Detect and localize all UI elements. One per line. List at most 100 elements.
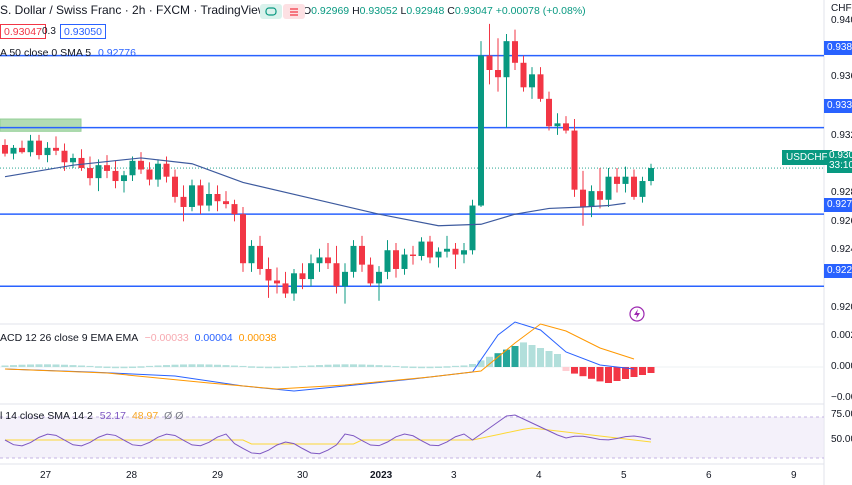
- candle-body: [563, 123, 569, 131]
- remove-indicator-button[interactable]: [283, 4, 305, 19]
- rsi-legend[interactable]: l 14 close SMA 14 2 52.17 48.97 Ø Ø: [0, 409, 183, 423]
- candle-body: [350, 245, 357, 272]
- macd-hist-bar: [290, 366, 298, 368]
- candle-body: [95, 165, 102, 179]
- candle-body: [61, 150, 68, 163]
- candle-body: [180, 196, 187, 207]
- macd-hist-bar: [367, 364, 374, 367]
- demand-zone-box: [0, 118, 82, 132]
- macd-hist-bar: [375, 365, 383, 367]
- macd-line-value: 0.00004: [194, 332, 233, 344]
- x-tick-30: 30: [297, 470, 309, 481]
- macd-hist-bar: [503, 349, 510, 367]
- candle-body: [333, 263, 340, 287]
- symbol-title[interactable]: S. Dollar / Swiss Franc · 2h · FXCM · Tr…: [0, 3, 267, 17]
- sma-title: A 50 close 0 SMA 5: [0, 47, 92, 59]
- macd-hist-bar: [358, 364, 366, 367]
- x-tick-9: 9: [791, 470, 797, 481]
- macd-hist-bar: [426, 366, 434, 369]
- ohlc-value-o: 0.92969: [311, 5, 350, 17]
- candle-body: [163, 163, 170, 177]
- x-tick-29: 29: [212, 470, 224, 481]
- macd-hist-bar: [622, 367, 629, 379]
- sell-price-button[interactable]: 0.93047: [0, 24, 46, 39]
- eye-icon: [265, 7, 277, 16]
- macd-hist-bar: [588, 367, 595, 379]
- macd-legend[interactable]: ACD 12 26 close 9 EMA EMA −0.00033 0.000…: [0, 331, 277, 345]
- candle-body: [444, 248, 450, 252]
- grid-icon: [290, 8, 298, 16]
- rsi-tick-75: 75.00: [831, 409, 852, 420]
- macd-hist-bar: [537, 348, 544, 367]
- indicator-toggle-button[interactable]: [260, 4, 282, 19]
- level-tag-0922[interactable]: 0.922: [824, 264, 852, 278]
- macd-hist-bar: [248, 366, 255, 368]
- level-tag-0933[interactable]: 0.933: [824, 99, 852, 113]
- macd-hist-bar: [409, 366, 417, 369]
- macd-hist-bar: [520, 342, 527, 367]
- price-tick-0926: 0.926: [831, 216, 852, 227]
- candle-body: [393, 250, 399, 269]
- macd-hist-bar: [307, 365, 315, 367]
- macd-tick-0002: 0.002: [831, 330, 852, 341]
- candle-body: [495, 70, 501, 78]
- macd-hist-bar: [222, 365, 230, 367]
- macd-hist-bar: [129, 366, 136, 369]
- symbol-tag: USDCHF: [782, 150, 832, 165]
- macd-hist-bar: [78, 365, 85, 367]
- macd-hist-bar: [265, 366, 272, 369]
- candle-body: [27, 140, 34, 153]
- rsi-ma-line: [5, 427, 652, 445]
- candle-body: [622, 176, 629, 184]
- price-tick-0936: 0.936: [831, 71, 852, 82]
- candle-body: [554, 123, 561, 127]
- macd-tick-neg: −0.00: [831, 392, 852, 403]
- candle-body: [248, 245, 255, 264]
- level-tag-0938[interactable]: 0.938: [824, 41, 852, 55]
- candle-body: [206, 194, 212, 206]
- macd-hist-bar: [494, 353, 502, 367]
- candle-body: [486, 55, 493, 70]
- macd-hist-bar: [528, 345, 536, 367]
- candle-body: [19, 147, 25, 153]
- candle-body: [588, 191, 595, 207]
- macd-hist-bar: [112, 366, 119, 369]
- ohlc-value-h: 0.93052: [359, 5, 398, 17]
- macd-hist-bar: [35, 364, 43, 367]
- candle-body: [597, 191, 603, 200]
- level-tag-0927[interactable]: 0.927: [824, 198, 852, 212]
- ohlc-readout: O0.92969 H0.93052 L0.92948 C0.93047 +0.0…: [303, 4, 586, 18]
- candle-body: [197, 185, 204, 206]
- candle-body: [452, 248, 459, 255]
- macd-hist-bar: [86, 365, 94, 367]
- candle-body: [231, 204, 238, 215]
- candle-body: [325, 257, 331, 264]
- sma-value: 0.92776: [97, 47, 136, 59]
- macd-hist-bar: [103, 366, 111, 369]
- candle-body: [308, 263, 314, 280]
- candle-body: [291, 273, 297, 294]
- ohlc-label-o: O: [303, 5, 312, 17]
- macd-hist-bar: [333, 364, 340, 367]
- candle-body: [503, 41, 510, 78]
- candle-body: [410, 254, 416, 256]
- current-price: 0.930: [829, 151, 852, 161]
- rsi-extra-2: Ø: [175, 410, 184, 422]
- macd-hist-bar: [214, 364, 221, 367]
- candle-body: [112, 170, 119, 182]
- candle-body: [427, 241, 433, 258]
- macd-hist-bar: [571, 367, 578, 374]
- candle-body: [401, 254, 408, 269]
- buy-price-button[interactable]: 0.93050: [60, 24, 106, 39]
- rsi-ma-value: 48.97: [131, 410, 159, 422]
- sma-legend[interactable]: A 50 close 0 SMA 5 0.92776: [0, 46, 136, 60]
- candle-body: [435, 251, 442, 258]
- price-tick-0932: 0.932: [831, 130, 852, 141]
- macd-hist-bar: [27, 364, 34, 367]
- ohlc-value-l: 0.92948: [406, 5, 445, 17]
- candle-body: [359, 245, 365, 265]
- candle-body: [648, 168, 654, 182]
- candle-body: [172, 176, 178, 197]
